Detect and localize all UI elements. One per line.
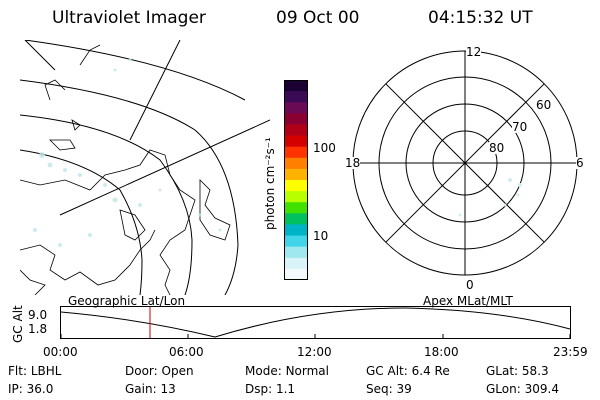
- time-label: 04:15:32 UT: [428, 8, 533, 28]
- mlt-label-0: 0: [466, 278, 474, 292]
- coastline: [20, 269, 46, 295]
- status-glat: GLat: 58.3: [486, 364, 549, 378]
- timeline-right-title: Apex MLat/MLT: [423, 294, 513, 308]
- status-gc-alt: GC Alt: 6.4 Re: [366, 364, 450, 378]
- timeline-x-tick-0000: 00:00: [43, 345, 78, 359]
- colorbar-segment: [284, 191, 308, 203]
- coastline: [119, 209, 146, 241]
- colorbar-segment: [284, 246, 308, 259]
- timeline-y-tick-low: 1.8: [28, 322, 48, 336]
- colorbar-segment: [284, 202, 308, 214]
- meridian-line: [59, 119, 270, 216]
- status-dsp: Dsp: 1.1: [245, 382, 296, 396]
- colorbar-segment: [284, 213, 308, 225]
- colorbar-segment: [284, 146, 308, 159]
- polar-plot: [352, 50, 578, 276]
- geographic-map: [20, 40, 270, 295]
- mlt-line-diag: [385, 83, 545, 243]
- status-seq: Seq: 39: [366, 382, 412, 396]
- colorbar-segment: [284, 235, 308, 248]
- latitude-arc: [20, 79, 239, 295]
- mlt-label-18: 18: [345, 156, 361, 170]
- timeline-x-tick-1200: 12:00: [297, 345, 332, 359]
- colorbar-segment: [284, 224, 308, 237]
- instrument-title: Ultraviolet Imager: [52, 8, 206, 28]
- status-glon: GLon: 309.4: [486, 382, 559, 396]
- colorbar: [284, 80, 308, 280]
- meridian-line: [129, 40, 181, 141]
- timeline-x-ticks: [60, 334, 571, 338]
- altitude-timeline: [60, 306, 571, 339]
- aurora-emission: [33, 58, 222, 247]
- colorbar-segment: [284, 135, 308, 148]
- colorbar-tick-10: 10: [313, 229, 329, 243]
- coastline: [199, 179, 231, 241]
- timeline-left-title: Geographic Lat/Lon: [68, 294, 186, 308]
- mlt-label-6: 6: [576, 156, 584, 170]
- coastline: [49, 139, 76, 151]
- status-flt: Flt: LBHL: [8, 364, 62, 378]
- coastline: [44, 44, 101, 131]
- colorbar-unit-label: photon cm⁻²s⁻¹: [263, 137, 277, 230]
- timeline-y-label: GC Alt: [11, 305, 25, 343]
- lat-label-60: 60: [536, 98, 552, 112]
- meridian-line: [24, 40, 56, 71]
- coastline: [20, 229, 156, 286]
- status-gain: Gain: 13: [125, 382, 176, 396]
- status-ip: IP: 36.0: [8, 382, 54, 396]
- coastline: [20, 149, 196, 295]
- timeline-x-tick-0600: 06:00: [169, 345, 204, 359]
- colorbar-segment: [284, 180, 308, 192]
- colorbar-segment: [284, 91, 308, 103]
- colorbar-tick-100: 100: [313, 141, 336, 155]
- colorbar-segment: [284, 168, 308, 181]
- date-label: 09 Oct 00: [276, 8, 360, 28]
- colorbar-segment: [284, 113, 308, 125]
- status-door: Door: Open: [125, 364, 194, 378]
- mlt-label-12: 12: [466, 45, 482, 59]
- latitude-arc: [20, 149, 143, 295]
- timeline-frame: [60, 306, 571, 339]
- colorbar-segment: [284, 257, 308, 270]
- colorbar-frame: [284, 80, 308, 280]
- colorbar-segment: [284, 268, 308, 280]
- colorbar-segment: [284, 124, 308, 137]
- lat-label-80: 80: [489, 141, 505, 155]
- timeline-x-tick-1800: 18:00: [424, 345, 459, 359]
- aurora-emission: [458, 178, 522, 217]
- status-mode: Mode: Normal: [245, 364, 329, 378]
- colorbar-segment: [284, 80, 308, 92]
- colorbar-segment: [284, 102, 308, 114]
- timeline-y-tick-high: 9.0: [28, 308, 48, 322]
- colorbar-segment: [284, 157, 308, 170]
- lat-label-70: 70: [512, 120, 528, 134]
- altitude-curve: [60, 307, 571, 338]
- latitude-arc: [20, 114, 193, 295]
- timeline-x-tick-2359: 23:59: [553, 345, 588, 359]
- latitude-arc: [24, 40, 246, 101]
